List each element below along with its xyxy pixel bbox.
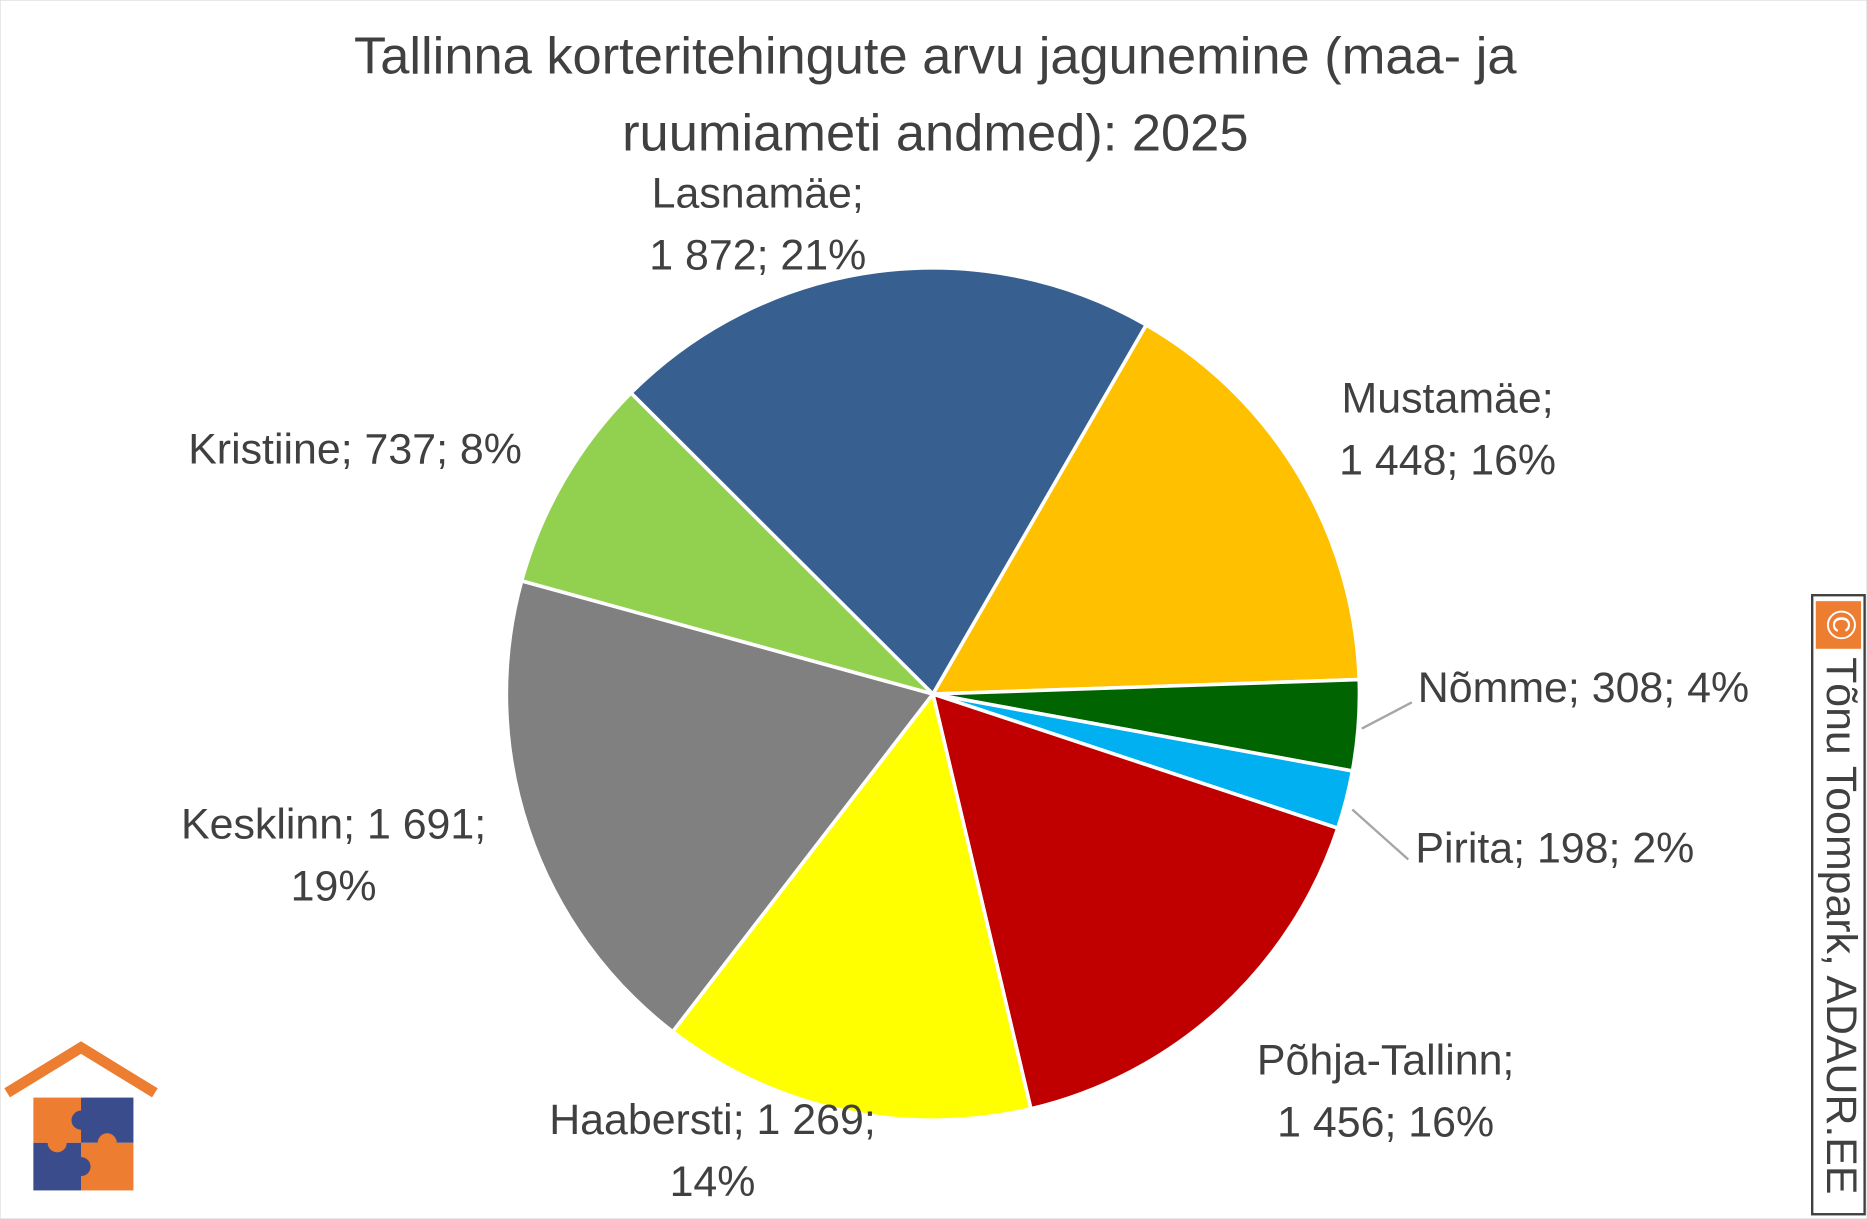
leader-line: [1351, 808, 1410, 861]
data-label: Pirita; 198; 2%: [1415, 824, 1694, 872]
data-label: Nõmme; 308; 4%: [1418, 664, 1749, 712]
data-label: 14%: [670, 1158, 756, 1206]
pie-slice: [930, 691, 1341, 1111]
data-label: 1 872; 21%: [649, 232, 866, 280]
data-label: Haabersti; 1 269;: [549, 1096, 876, 1144]
pie-slice: [504, 578, 936, 1035]
data-label: Põhja-Tallinn;: [1257, 1036, 1514, 1084]
chart-title: Tallinna korteritehingute arvu jagunemin…: [354, 27, 1517, 85]
chart-title: ruumiameti andmed): 2025: [622, 105, 1248, 163]
logo: [4, 1041, 158, 1191]
data-label: Lasnamäe;: [652, 170, 864, 218]
data-labels: Mustamäe; 1 448; 16% Nõmme; 308; 4% Pirita;…: [181, 170, 1749, 1206]
watermark-text: Tõnu Toompark, ADAUR.EE: [1817, 657, 1865, 1194]
pie-slice: [929, 322, 1362, 696]
pie-slice: [519, 390, 939, 698]
data-label: 1 456; 16%: [1277, 1098, 1494, 1146]
pie-slice: [628, 266, 1149, 697]
pie-slice: [670, 689, 1034, 1122]
data-label: Mustamäe;: [1342, 375, 1554, 423]
data-label: 1 448; 16%: [1339, 436, 1556, 484]
watermark: © Tõnu Toompark, ADAUR.EE: [1811, 594, 1866, 1216]
leader-line: [1361, 701, 1413, 730]
pie: [504, 266, 1362, 1122]
data-label: Kesklinn; 1 691;: [181, 801, 486, 849]
copyright-symbol: ©: [1819, 610, 1865, 640]
data-label: 19%: [291, 863, 377, 911]
data-label: Kristiine; 737; 8%: [188, 426, 522, 474]
